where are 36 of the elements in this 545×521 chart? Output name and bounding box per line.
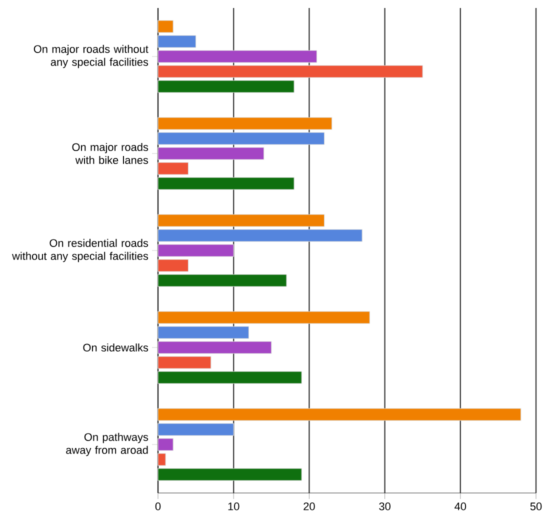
bar xyxy=(158,65,423,78)
x-tick-label: 10 xyxy=(228,502,240,510)
bar xyxy=(158,162,189,175)
y-tick-label: On pathways away from aroad xyxy=(66,432,148,456)
y-tick-label: On major roads without any special facilities xyxy=(34,44,148,68)
bar xyxy=(158,50,318,63)
bar xyxy=(158,371,302,384)
bar xyxy=(158,453,166,466)
x-tick-label: 50 xyxy=(530,502,542,510)
bar xyxy=(158,214,325,227)
x-tick-label: 30 xyxy=(379,502,390,510)
bar xyxy=(158,177,294,190)
x-tick-label: 0 xyxy=(155,502,161,510)
bar xyxy=(158,20,174,33)
bar xyxy=(158,229,362,242)
x-tick-label: 20 xyxy=(304,502,315,510)
y-tick-label: On major roads with bike lanes xyxy=(72,142,148,164)
bar xyxy=(158,274,287,287)
bar xyxy=(158,244,234,257)
bar xyxy=(158,311,370,324)
bar xyxy=(158,147,264,160)
bar xyxy=(158,35,196,48)
bar xyxy=(158,468,302,481)
bar xyxy=(158,80,294,93)
bar xyxy=(158,423,234,436)
bar xyxy=(158,356,212,369)
y-tick-label: On sidewalks xyxy=(83,343,148,352)
bar xyxy=(158,259,189,272)
bar xyxy=(158,341,272,354)
y-tick-label: On residential roads without any special facilities xyxy=(12,238,148,262)
bar xyxy=(158,408,522,421)
bar xyxy=(158,326,250,339)
bar xyxy=(158,132,325,145)
bar xyxy=(158,438,174,451)
bar xyxy=(158,117,332,130)
x-tick-label: 40 xyxy=(454,502,466,510)
